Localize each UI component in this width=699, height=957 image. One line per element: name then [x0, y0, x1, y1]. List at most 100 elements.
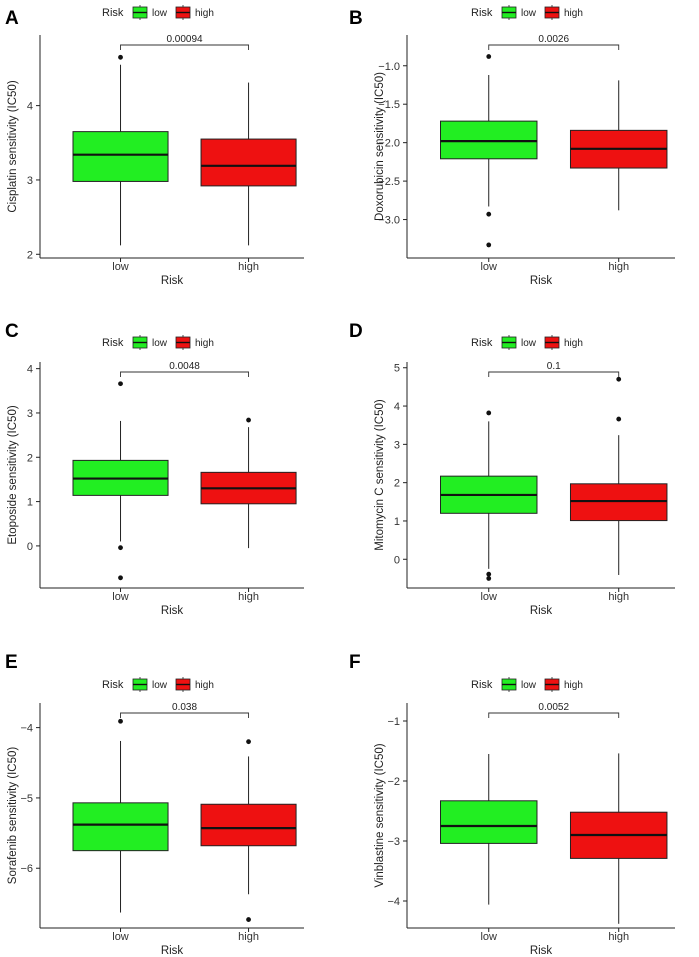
- y-tick-label: 2: [394, 478, 400, 490]
- x-tick-label-high: high: [608, 261, 629, 273]
- legend-label-high: high: [195, 680, 214, 691]
- legend-label-high: high: [564, 8, 583, 19]
- bracket-line: [488, 712, 620, 718]
- panel-a: A Risk low high 2 3 4 Cisplatin sensitivity (IC…: [5, 5, 304, 287]
- significance-bracket: 0.0026: [488, 34, 620, 50]
- y-tick-label: −3: [387, 836, 400, 848]
- outlier-point: [246, 417, 251, 423]
- outlier-point: [486, 242, 492, 248]
- panel-c: C Risk low high 0 1 2 3 4 Etoposide sensitivity (…: [5, 321, 304, 617]
- y-axis-title: Vinblastine sensitivity (IC50): [374, 743, 386, 887]
- x-tick-label-low: low: [112, 931, 129, 943]
- box-iqr-low: [72, 802, 169, 852]
- panel-letter: D: [349, 321, 363, 342]
- bracket-line: [488, 371, 620, 377]
- legend-title: Risk: [471, 679, 493, 691]
- legend-title: Risk: [471, 337, 493, 349]
- legend-title: Risk: [102, 679, 124, 691]
- box-iqr-low: [440, 800, 538, 844]
- significance-bracket: 0.0052: [488, 702, 620, 718]
- y-tick-label: 2: [27, 452, 33, 464]
- legend-label-low: low: [152, 8, 168, 19]
- bracket-line: [120, 371, 250, 377]
- box-low: [440, 754, 538, 905]
- legend-label-low: low: [521, 338, 537, 349]
- box-high: [569, 753, 668, 924]
- x-axis-title: Risk: [530, 605, 553, 617]
- legend-key-low: low: [501, 335, 537, 350]
- box-high: [200, 417, 297, 549]
- y-tick-label: 4: [394, 401, 400, 413]
- y-tick-label: 1: [394, 516, 400, 528]
- legend: Risk low high: [102, 5, 214, 20]
- legend-label-low: low: [152, 338, 168, 349]
- legend: Risk low high: [471, 5, 583, 20]
- y-axis-title: Doxorubicin sensitivity (IC50): [374, 72, 386, 221]
- y-tick-label: −4: [20, 723, 33, 735]
- legend: Risk low high: [471, 335, 583, 350]
- bracket-line: [120, 712, 250, 718]
- outlier-point: [486, 410, 492, 416]
- y-tick-label: 1: [27, 497, 33, 509]
- panel-letter: E: [5, 652, 18, 673]
- x-axis-title: Risk: [161, 945, 184, 957]
- y-tick-label: −2: [387, 776, 400, 788]
- outlier-point: [246, 917, 251, 922]
- legend-title: Risk: [102, 337, 124, 349]
- y-tick-label: −6: [20, 863, 33, 875]
- y-tick-label: −1.5: [378, 99, 400, 111]
- outlier-point: [118, 54, 123, 60]
- outlier-point: [486, 211, 492, 217]
- panel-d: D Risk low high 0 1 2 3 4 5 Mitomycin C sensitivit…: [349, 321, 675, 617]
- y-tick-label: 0: [394, 554, 400, 566]
- legend-key-high: high: [544, 335, 583, 350]
- bracket-line: [120, 44, 250, 50]
- outlier-point: [486, 576, 492, 581]
- outlier-point: [118, 381, 123, 387]
- legend-label-low: low: [521, 680, 537, 691]
- significance-bracket: 0.038: [120, 702, 250, 718]
- box-iqr-high: [200, 803, 297, 847]
- legend: Risk low high: [471, 677, 583, 692]
- y-tick-label: 2: [27, 249, 33, 261]
- p-value-label: 0.1: [547, 361, 561, 372]
- legend-key-high: high: [175, 677, 214, 692]
- panel-letter: B: [349, 8, 363, 29]
- p-value-label: 0.00094: [166, 34, 203, 45]
- outlier-point: [486, 571, 492, 577]
- y-tick-label: 3: [394, 439, 400, 451]
- legend-key-high: high: [175, 5, 214, 20]
- legend-label-high: high: [195, 338, 214, 349]
- box-low: [72, 54, 169, 246]
- outlier-point: [616, 416, 622, 422]
- box-low: [72, 718, 169, 913]
- box-high: [569, 80, 668, 211]
- y-tick-label: 4: [27, 101, 33, 113]
- x-tick-label-low: low: [112, 591, 129, 603]
- box-low: [72, 381, 169, 581]
- outlier-point: [486, 54, 492, 59]
- legend-title: Risk: [102, 7, 124, 19]
- y-tick-label: 4: [27, 364, 33, 376]
- panel-letter: A: [5, 8, 19, 29]
- legend-label-high: high: [564, 338, 583, 349]
- x-axis-title: Risk: [161, 275, 184, 287]
- significance-bracket: 0.1: [488, 361, 620, 377]
- x-tick-label-high: high: [238, 261, 259, 273]
- y-tick-label: −2.0: [378, 138, 400, 150]
- x-tick-label-high: high: [608, 591, 629, 603]
- y-tick-label: −2.5: [378, 176, 400, 188]
- legend-label-high: high: [195, 8, 214, 19]
- significance-bracket: 0.0048: [120, 361, 250, 377]
- y-tick-label: −1: [387, 716, 400, 728]
- legend-label-low: low: [521, 8, 537, 19]
- x-axis-title: Risk: [530, 275, 553, 287]
- legend-key-low: low: [501, 5, 537, 20]
- legend-key-low: low: [132, 677, 168, 692]
- y-tick-label: −4: [387, 896, 400, 908]
- x-tick-label-low: low: [480, 931, 497, 943]
- x-tick-label-low: low: [112, 261, 129, 273]
- x-tick-label-low: low: [480, 591, 497, 603]
